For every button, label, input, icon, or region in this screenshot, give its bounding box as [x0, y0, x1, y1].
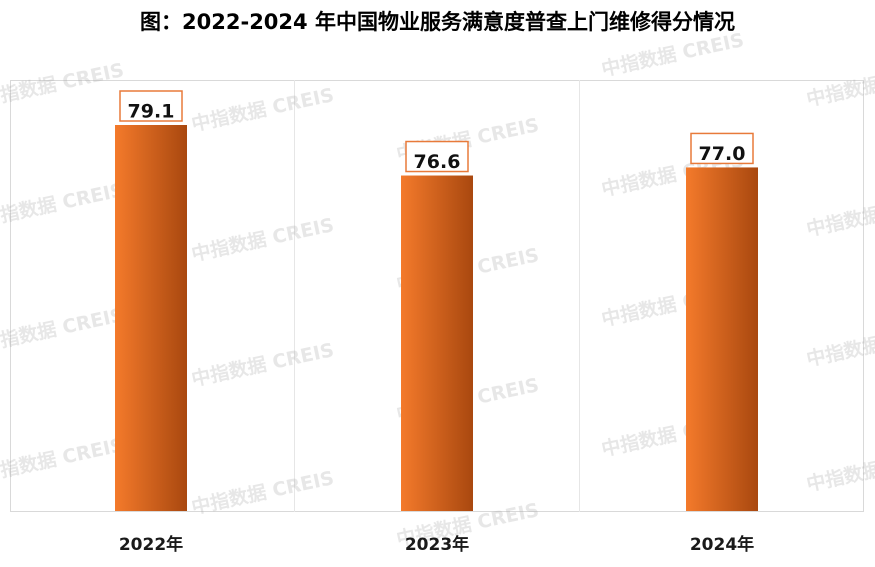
data-label-box: [690, 132, 754, 165]
data-label: 76.6: [414, 151, 461, 173]
bar-1: [401, 175, 473, 511]
data-label: 79.1: [128, 101, 175, 123]
bar-0: [115, 125, 187, 511]
bar-2: [686, 167, 758, 511]
category-divider: [579, 80, 580, 512]
x-tick-label: 2024年: [689, 535, 755, 555]
data-label-box: [405, 140, 469, 173]
data-label: 77.0: [699, 143, 746, 165]
category-divider: [294, 80, 295, 512]
data-label-box: [119, 90, 183, 122]
chart-title: 图：2022-2024 年中国物业服务满意度普查上门维修得分情况: [140, 10, 735, 34]
x-tick-label: 2022年: [118, 535, 184, 555]
x-tick-label: 2023年: [404, 535, 470, 555]
plot-area: [10, 80, 864, 512]
